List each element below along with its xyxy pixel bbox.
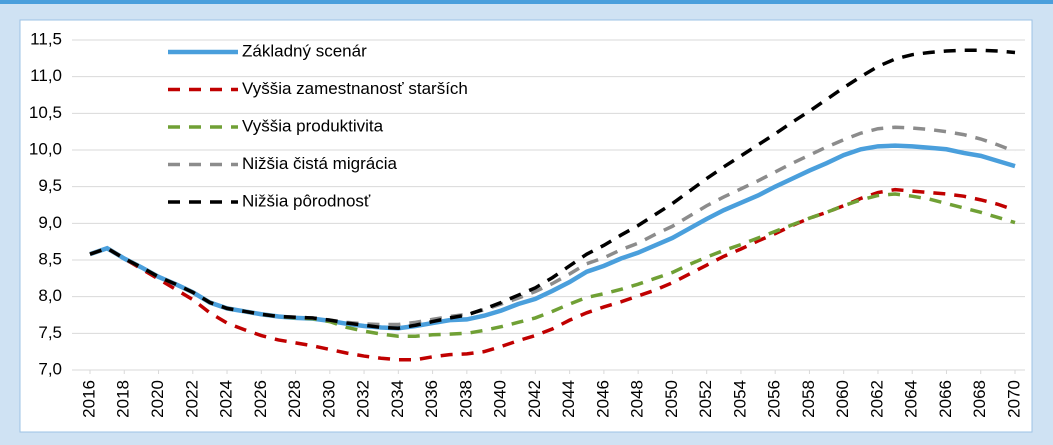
y-tick-label: 8,5 <box>38 249 62 268</box>
x-tick-label: 2022 <box>182 380 201 418</box>
y-tick-label: 9,0 <box>38 213 62 232</box>
x-tick-label: 2020 <box>148 380 167 418</box>
y-tick-label: 8,0 <box>38 286 62 305</box>
x-tick-label: 2052 <box>696 380 715 418</box>
legend-label: Vyššia zamestnanosť starších <box>242 79 468 98</box>
x-tick-label: 2036 <box>422 380 441 418</box>
x-tick-label: 2038 <box>456 380 475 418</box>
legend-label: Nižšia pôrodnosť <box>242 191 371 210</box>
x-tick-label: 2058 <box>799 380 818 418</box>
y-tick-label: 11,5 <box>30 29 62 48</box>
legend-label: Základný scenár <box>242 41 367 60</box>
x-tick-label: 2064 <box>902 380 921 418</box>
legend-label: Vyššia produktivita <box>242 116 384 135</box>
x-tick-label: 2062 <box>867 380 886 418</box>
x-tick-label: 2024 <box>217 380 236 418</box>
x-tick-label: 2068 <box>970 380 989 418</box>
y-tick-label: 11,0 <box>30 66 62 85</box>
y-tick-label: 9,5 <box>38 176 62 195</box>
x-tick-label: 2044 <box>559 380 578 418</box>
x-tick-label: 2040 <box>491 380 510 418</box>
x-tick-label: 2046 <box>593 380 612 418</box>
x-tick-label: 2026 <box>251 380 270 418</box>
x-tick-label: 2056 <box>765 380 784 418</box>
y-tick-label: 10,0 <box>29 139 62 158</box>
y-tick-label: 7,0 <box>38 359 62 378</box>
series-line <box>89 187 1016 362</box>
frame-top <box>0 0 1053 4</box>
x-tick-label: 2054 <box>730 380 749 418</box>
x-tick-label: 2030 <box>319 380 338 418</box>
x-tick-label: 2018 <box>114 380 133 418</box>
x-tick-label: 2066 <box>936 380 955 418</box>
y-tick-label: 10,5 <box>29 103 62 122</box>
x-tick-label: 2034 <box>388 380 407 418</box>
x-tick-label: 2070 <box>1004 380 1023 418</box>
x-tick-label: 2016 <box>79 380 98 418</box>
series-line <box>89 48 1016 330</box>
x-tick-label: 2032 <box>354 380 373 418</box>
x-tick-label: 2050 <box>662 380 681 418</box>
legend-label: Nižšia čistá migrácia <box>242 154 397 173</box>
x-tick-label: 2042 <box>525 380 544 418</box>
y-tick-label: 7,5 <box>38 323 62 342</box>
x-tick-label: 2060 <box>833 380 852 418</box>
x-tick-label: 2028 <box>285 380 304 418</box>
x-tick-label: 2048 <box>628 380 647 418</box>
plot-area <box>19 19 1033 433</box>
